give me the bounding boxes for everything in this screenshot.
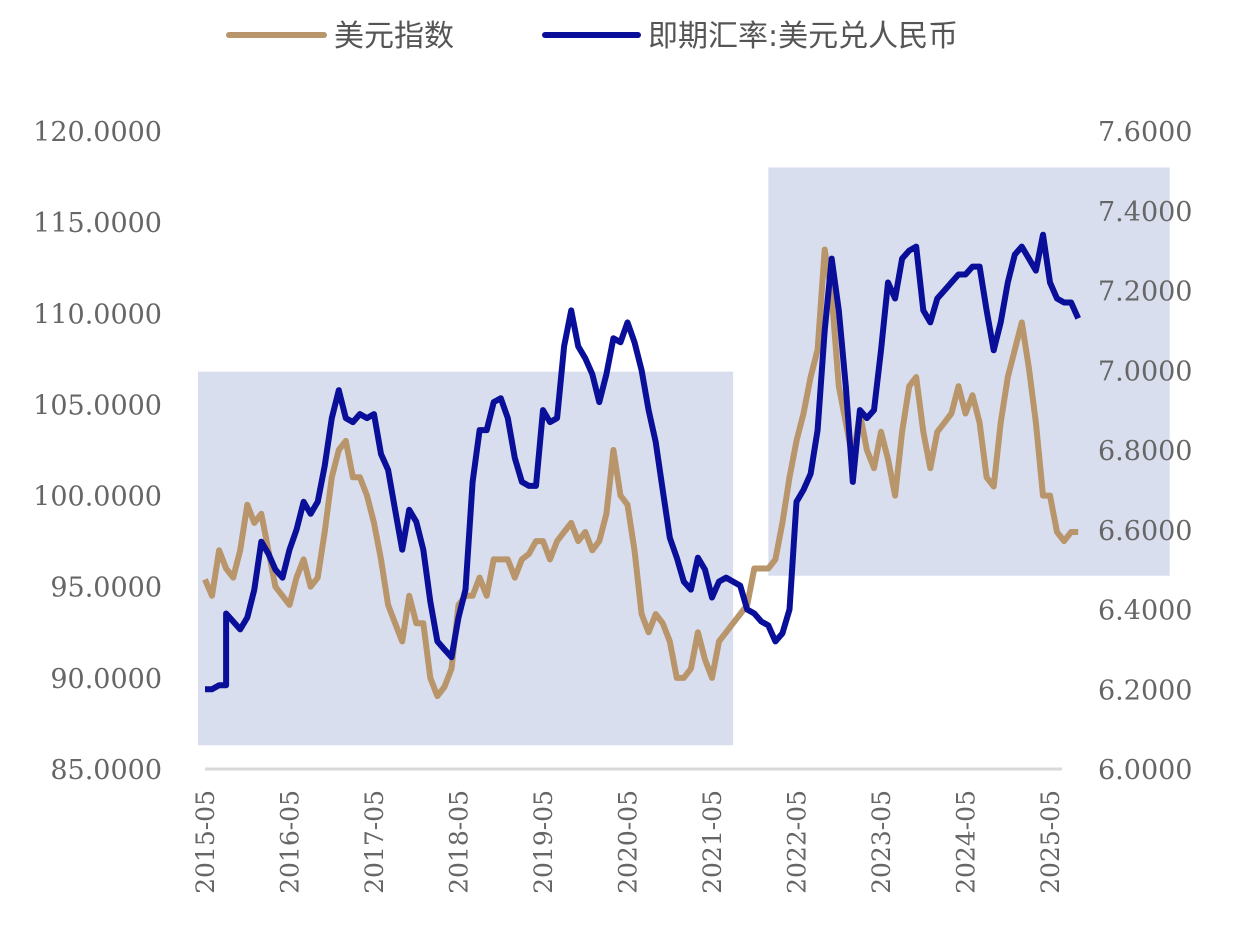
- legend-item-usdcny[interactable]: 即期汇率:美元兑人民币: [542, 19, 958, 54]
- left-tick-label: 115.0000: [33, 208, 162, 239]
- series-line-usdcny: [205, 231, 1081, 693]
- right-tick-label: 6.0000: [1098, 755, 1192, 786]
- right-tick-label: 7.2000: [1098, 277, 1192, 308]
- shaded-regions: [197, 167, 1170, 746]
- x-tick-label: 2021-05: [698, 790, 727, 894]
- left-tick-label: 90.0000: [50, 664, 162, 695]
- right-axis-ticks: 6.0000 6.2000 6.4000 6.6000 6.8000 7.0000 7.20…: [1098, 117, 1192, 786]
- legend-item-usd-index[interactable]: 美元指数: [226, 19, 454, 54]
- right-tick-label: 6.8000: [1098, 436, 1192, 467]
- left-tick-label: 85.0000: [50, 755, 162, 786]
- x-tick-label: 2015-05: [191, 790, 220, 894]
- x-tick-label: 2017-05: [360, 790, 389, 894]
- left-tick-label: 110.0000: [33, 299, 162, 330]
- x-tick-label: 2016-05: [276, 790, 305, 894]
- left-tick-label: 100.0000: [33, 482, 162, 513]
- right-tick-label: 6.6000: [1098, 516, 1192, 547]
- x-tick-label: 2020-05: [614, 790, 643, 894]
- right-tick-label: 7.6000: [1098, 117, 1192, 148]
- series-lines: [202, 231, 1081, 700]
- left-tick-label: 120.0000: [33, 117, 162, 148]
- x-tick-label: 2022-05: [783, 790, 812, 894]
- legend-label-usdcny: 即期汇率:美元兑人民币: [648, 19, 958, 54]
- series-line-usd-index: [202, 246, 1079, 700]
- legend-label-usd-index: 美元指数: [334, 19, 454, 54]
- right-tick-label: 7.0000: [1098, 356, 1192, 387]
- x-tick-label: 2019-05: [529, 790, 558, 894]
- right-tick-label: 7.4000: [1098, 197, 1192, 228]
- left-axis-ticks: 85.0000 90.0000 95.0000 100.0000 105.0000 110…: [33, 117, 162, 786]
- legend: 美元指数 即期汇率:美元兑人民币: [226, 19, 958, 54]
- x-tick-label: 2018-05: [445, 790, 474, 894]
- x-tick-label: 2023-05: [867, 790, 896, 894]
- right-tick-label: 6.4000: [1098, 596, 1192, 627]
- right-tick-label: 6.2000: [1098, 675, 1192, 706]
- left-tick-label: 95.0000: [50, 573, 162, 604]
- x-tick-label: 2024-05: [952, 790, 981, 894]
- x-axis-ticks: 2015-05 2016-05 2017-05 2018-05 2019-05 2020-…: [191, 790, 1065, 894]
- x-tick-label: 2025-05: [1036, 790, 1065, 894]
- left-tick-label: 105.0000: [33, 390, 162, 421]
